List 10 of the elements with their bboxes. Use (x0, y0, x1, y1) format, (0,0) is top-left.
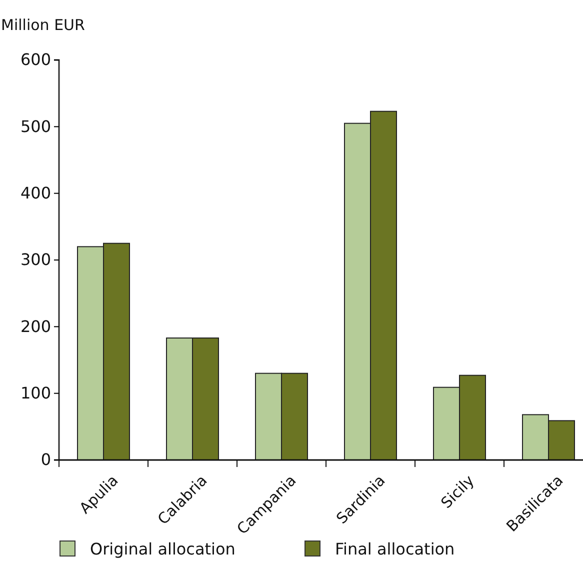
y-axis-title: Million EUR (1, 16, 85, 34)
y-tick-label: 300 (20, 250, 51, 270)
legend-label: Original allocation (90, 540, 236, 559)
legend-label: Final allocation (335, 540, 455, 559)
y-tick-label: 600 (20, 50, 51, 70)
y-tick-label: 100 (20, 383, 51, 402)
y-tick-label: 0 (40, 450, 51, 470)
y-tick-label: 500 (20, 116, 51, 136)
y-tick-label: 400 (20, 183, 51, 202)
y-tick-label: 200 (20, 316, 51, 336)
